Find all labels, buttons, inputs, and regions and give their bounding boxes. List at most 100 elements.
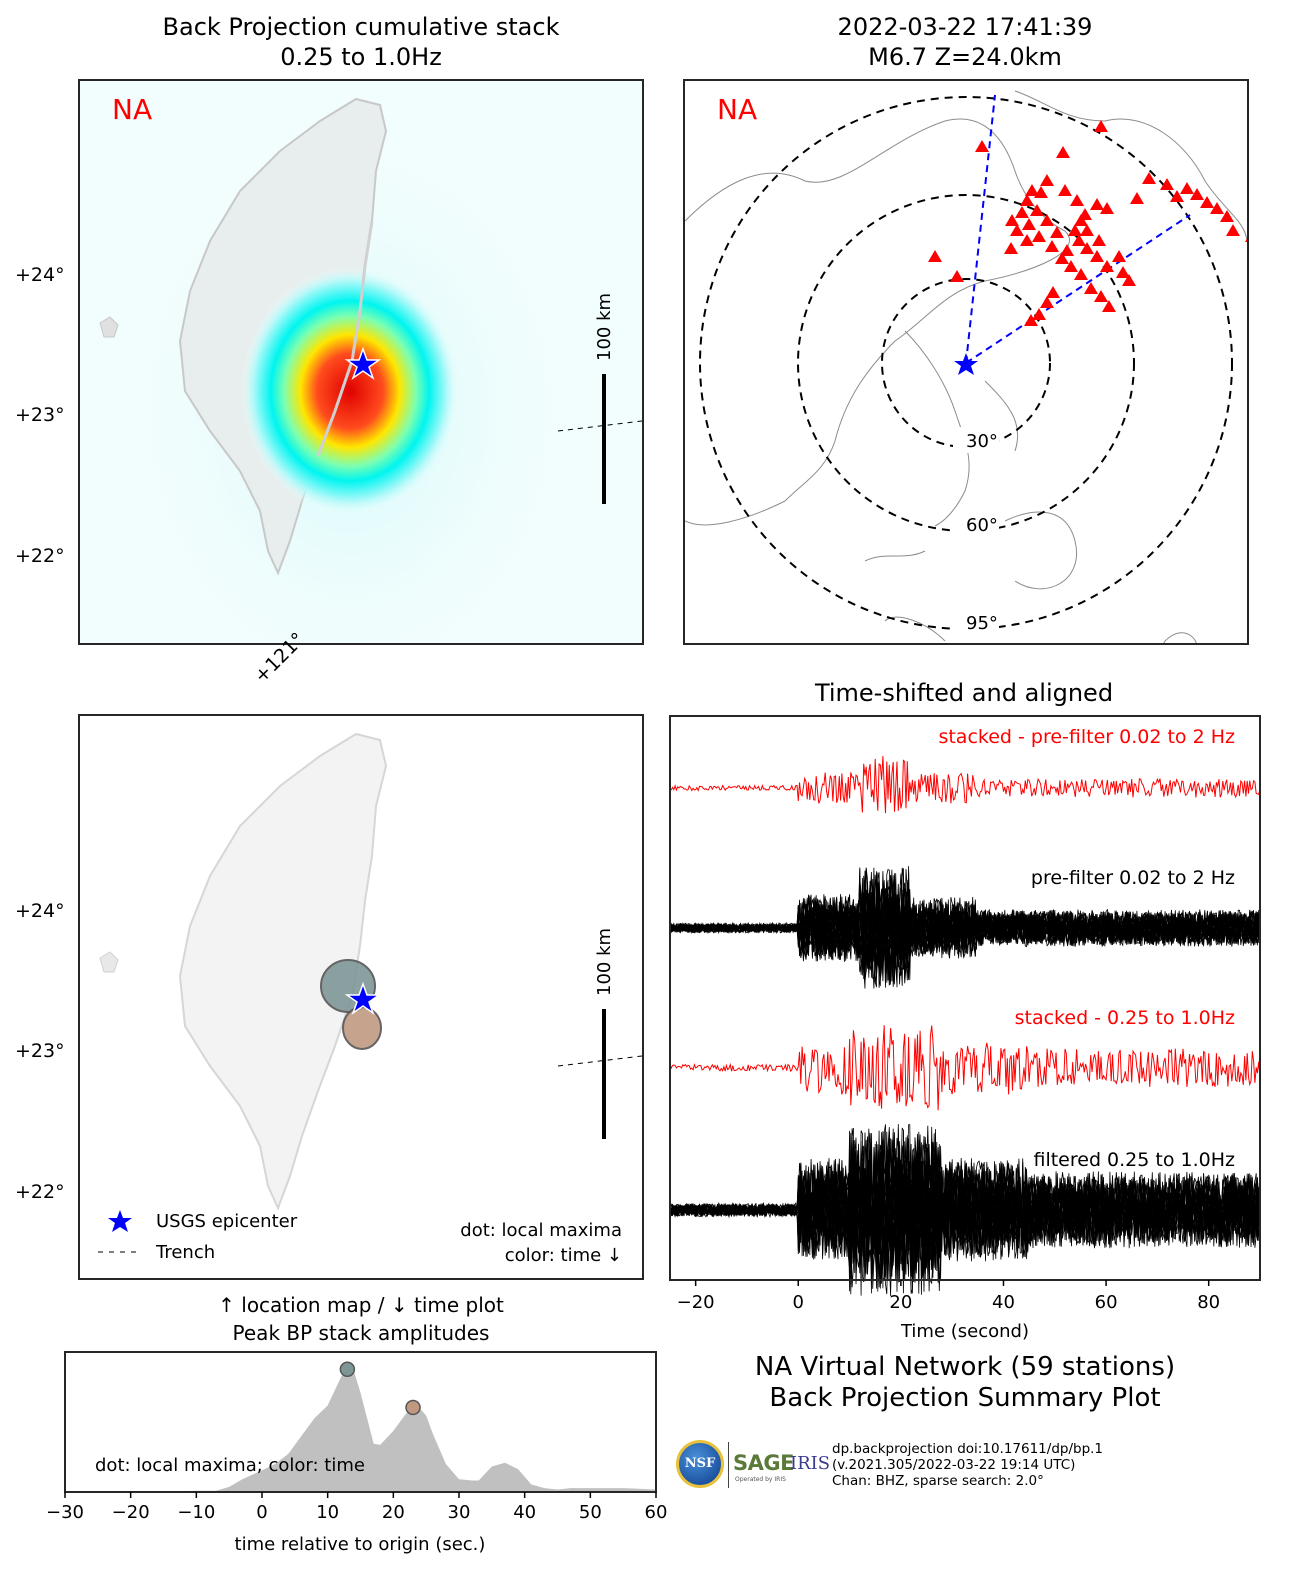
station-network-label: NA (717, 93, 757, 126)
station-triangle-icon (1046, 286, 1060, 298)
azimuth-line-north (965, 94, 996, 364)
station-triangle-icon (1142, 172, 1156, 184)
station-triangle-icon (1032, 308, 1046, 320)
station-triangle-icon (1220, 210, 1234, 222)
station-triangle-icon (1170, 190, 1184, 202)
heatmap-core (240, 266, 460, 516)
waveforms-chart: stacked - pre-filter 0.02 to 2 Hz pre-fi… (669, 715, 1261, 1342)
peak-maximum-dot-1 (405, 1399, 421, 1416)
station-triangle-icon (1040, 174, 1054, 186)
station-triangle-icon (1032, 230, 1046, 242)
bp-network-label: NA (112, 93, 152, 126)
peak-tick-label: −20 (112, 1502, 150, 1523)
wave-tick-label: 40 (992, 1292, 1015, 1313)
location-map-svg: 100 km USGS epicenter Trench dot: local … (98, 732, 642, 1266)
station-triangle-icon (1080, 242, 1094, 254)
station-triangle-icon (1056, 146, 1070, 158)
station-triangle-icon (1072, 234, 1086, 246)
loc-lat-tick-23: +23° (15, 1040, 65, 1062)
logo-divider (728, 1442, 729, 1488)
station-triangle-icon (950, 270, 964, 282)
station-triangle-icon (1022, 218, 1036, 230)
station-triangle-icon (1200, 196, 1214, 208)
station-triangle-icon (1092, 234, 1106, 246)
station-triangle-icon (1190, 188, 1204, 200)
ring-95 (699, 96, 1233, 630)
credit-version: (v.2021.305/2022-03-22 19:14 UTC) (832, 1457, 1076, 1473)
nsf-logo-icon: NSF (676, 1440, 724, 1488)
trace-prefilter-station (669, 875, 1261, 988)
ring-label-30: 30° (966, 431, 998, 452)
station-triangle-icon (1045, 240, 1059, 252)
station-triangle-icon (1050, 226, 1064, 238)
station-triangle-icon (1160, 178, 1174, 190)
station-triangle-icon (1094, 120, 1108, 132)
station-triangle-icon (928, 250, 942, 262)
trace-label-prefilter: pre-filter 0.02 to 2 Hz (1031, 867, 1235, 889)
sage-logo-text: SAGE (733, 1451, 794, 1475)
wave-tick-label: 80 (1197, 1292, 1220, 1313)
station-triangle-icon (1094, 290, 1108, 302)
station-triangle-icon (1080, 224, 1094, 236)
event-magnitude-depth: M6.7 Z=24.0km (868, 43, 1062, 71)
bp-map-title-line1: Back Projection cumulative stack (162, 13, 560, 41)
wave-tick-label: −20 (677, 1292, 715, 1313)
peak-maximum-dot-0 (339, 1361, 356, 1378)
station-triangle-icon (1040, 214, 1054, 226)
location-note-line2: color: time ↓ (505, 1245, 622, 1266)
credits: dp.backprojection doi:10.17611/dp/bp.1 (… (832, 1441, 1103, 1489)
nsf-logo-text: NSF (684, 1456, 716, 1471)
station-map-svg: 30° 60° 95° NA (685, 90, 1247, 643)
peak-x-ticks: −30 −20 −10 0 10 20 30 40 50 60 (46, 1492, 667, 1523)
scale-bar-label: 100 km (594, 293, 615, 361)
station-triangle-icon (1084, 282, 1098, 294)
caption-line2: Peak BP stack amplitudes (232, 1321, 490, 1345)
peak-tick-label: 0 (256, 1502, 267, 1523)
station-triangle-icon (1064, 260, 1078, 272)
trench-line (557, 420, 642, 432)
scale-bar-label: 100 km (594, 928, 615, 996)
legend-epicenter-label: USGS epicenter (156, 1211, 298, 1232)
taiwan-landmass (178, 732, 388, 1211)
iris-logo-text: IRIS (790, 1453, 831, 1474)
station-triangle-icon (1112, 250, 1126, 262)
trace-stacked-filtered (669, 1025, 1261, 1111)
lat-tick-22: +22° (15, 545, 65, 567)
waveforms-xlabel: Time (second) (900, 1321, 1029, 1342)
station-triangle-icon (1055, 252, 1069, 264)
bp-heatmap-svg: NA 100 km (99, 93, 642, 643)
peak-annotation: dot: local maxima; color: time (95, 1455, 365, 1476)
location-map-panel: 100 km USGS epicenter Trench dot: local … (78, 714, 644, 1280)
station-triangle-icon (1100, 202, 1114, 214)
peak-xlabel: time relative to origin (sec.) (235, 1534, 486, 1555)
station-triangle-icon (1020, 234, 1034, 246)
legend-star-icon (108, 1210, 132, 1232)
station-triangle-icon (1004, 242, 1018, 254)
azimuth-line-east (965, 214, 1191, 364)
wave-traces (669, 756, 1261, 1296)
trace-label-filtered: filtered 0.25 to 1.0Hz (1033, 1149, 1235, 1171)
trench-line (557, 1055, 642, 1067)
credit-channel: Chan: BHZ, sparse search: 2.0° (832, 1473, 1044, 1489)
trace-filtered-station (669, 1128, 1261, 1281)
event-title: 2022-03-22 17:41:39 M6.7 Z=24.0km (683, 12, 1247, 72)
station-triangle-icon (1040, 296, 1054, 308)
ring-label-60: 60° (966, 515, 998, 536)
credit-doi: dp.backprojection doi:10.17611/dp/bp.1 (832, 1441, 1104, 1457)
station-triangle-icon (1210, 202, 1224, 214)
peak-tick-label: 20 (382, 1502, 405, 1523)
location-note-line1: dot: local maxima (460, 1220, 622, 1241)
legend-trench-label: Trench (155, 1242, 215, 1263)
peak-chart-frame (64, 1351, 657, 1493)
wave-tick-label: 0 (793, 1292, 804, 1313)
wave-tick-label: 60 (1095, 1292, 1118, 1313)
station-triangle-icon (1090, 198, 1104, 210)
coastline-east (316, 220, 374, 457)
trace-prefilter-station (669, 871, 1261, 978)
station-triangle-icon (1005, 214, 1019, 226)
ring-60 (797, 194, 1135, 532)
trace-label-stacked-filtered: stacked - 0.25 to 1.0Hz (1015, 1007, 1235, 1029)
loc-lat-tick-22: +22° (15, 1181, 65, 1203)
station-triangle-icon (1100, 260, 1114, 272)
peak-maxima-group (339, 1361, 421, 1416)
